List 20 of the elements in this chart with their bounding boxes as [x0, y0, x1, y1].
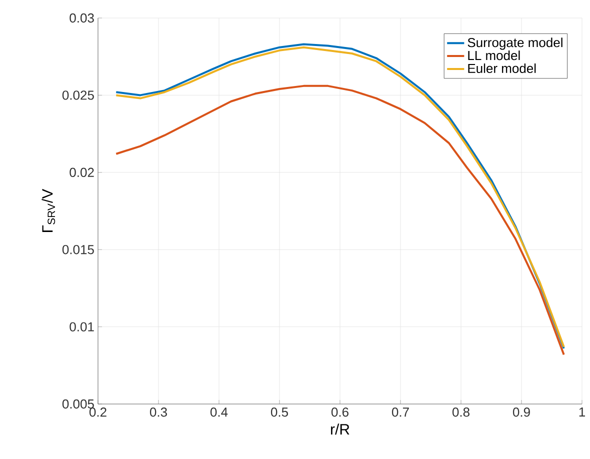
- y-tick-label: 0.025: [62, 90, 94, 100]
- x-tick-label: 1: [579, 408, 585, 416]
- y-tick-label: 0.005: [62, 399, 94, 409]
- legend-label: LL model: [468, 50, 520, 60]
- y-tick-label: 0.015: [62, 244, 94, 254]
- x-tick-label: 0.8: [452, 408, 470, 417]
- x-axis-title: r/R: [330, 424, 350, 435]
- legend-label: Euler model: [468, 63, 536, 74]
- y-tick-label: 0.02: [70, 168, 94, 177]
- x-tick-label: 0.9: [512, 408, 530, 417]
- x-tick-label: 0.2: [89, 408, 106, 417]
- x-tick-label: 0.4: [210, 408, 228, 417]
- y-axis-title: Γ$_{SRV}$/V: [42, 188, 56, 232]
- legend-label: Surrogate model: [468, 38, 562, 50]
- y-tick-label: 0.01: [70, 322, 94, 332]
- x-tick-label: 0.6: [331, 408, 348, 417]
- y-tick-label: 0.03: [70, 13, 94, 23]
- x-tick-label: 0.5: [270, 408, 288, 417]
- x-tick-label: 0.7: [392, 408, 409, 417]
- x-tick-label: 0.3: [150, 408, 167, 417]
